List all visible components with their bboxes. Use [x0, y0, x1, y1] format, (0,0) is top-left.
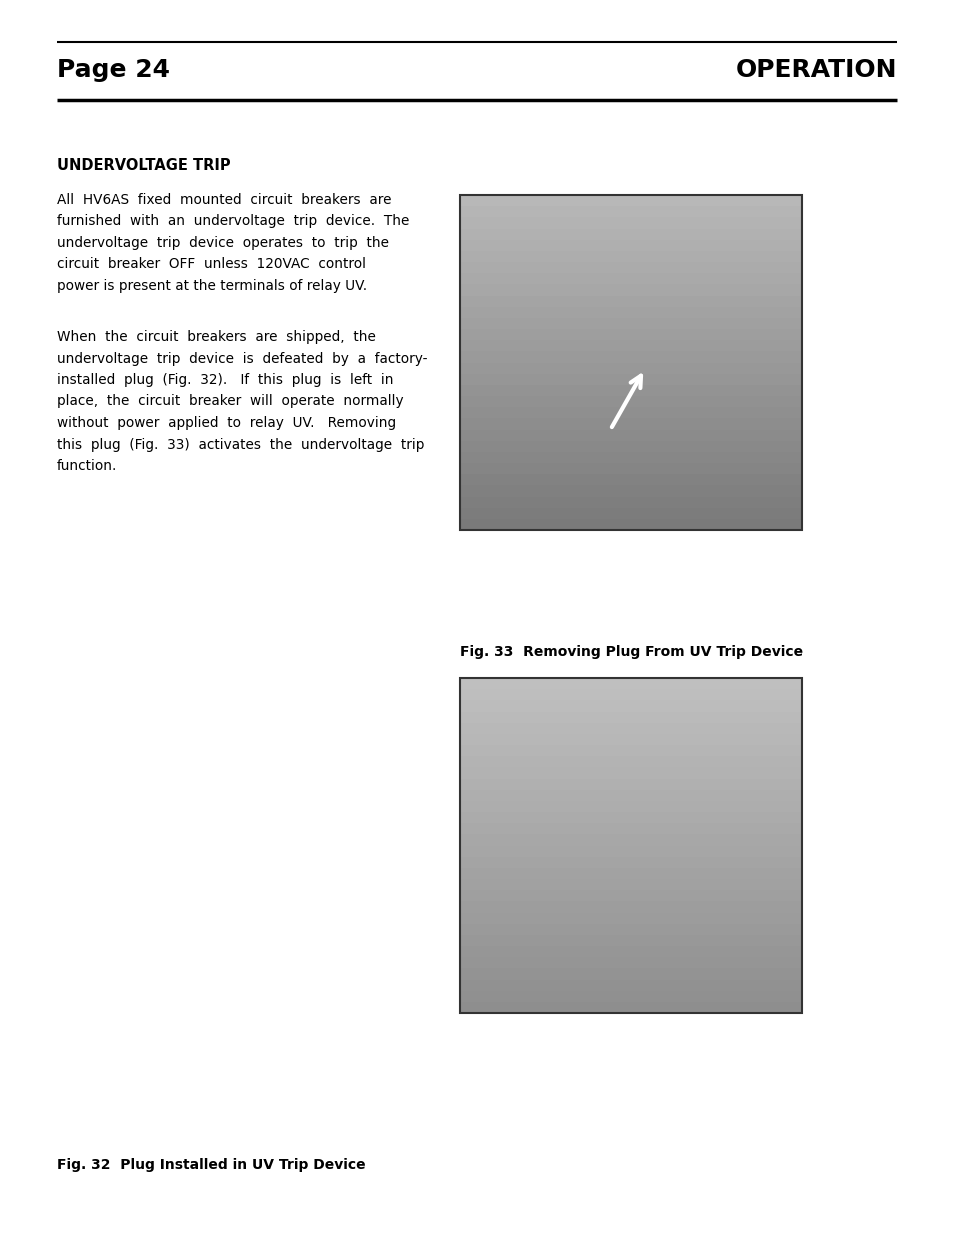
Bar — [459, 902, 801, 914]
Bar — [459, 474, 801, 487]
Bar — [459, 329, 801, 341]
Bar — [459, 935, 801, 947]
Bar — [459, 722, 801, 735]
Bar — [459, 306, 801, 319]
Text: place,  the  circuit  breaker  will  operate  normally: place, the circuit breaker will operate … — [57, 394, 403, 409]
Bar — [459, 857, 801, 869]
Text: Fig. 32  Plug Installed in UV Trip Device: Fig. 32 Plug Installed in UV Trip Device — [57, 1158, 365, 1172]
Bar — [459, 924, 801, 936]
Bar — [459, 508, 801, 520]
Text: OPERATION: OPERATION — [735, 58, 896, 82]
Bar — [459, 990, 801, 1003]
Bar — [459, 396, 801, 408]
Bar — [459, 767, 801, 779]
Bar — [459, 846, 801, 857]
Bar — [459, 519, 801, 531]
Text: undervoltage  trip  device  is  defeated  by  a  factory-: undervoltage trip device is defeated by … — [57, 352, 427, 366]
Bar — [459, 251, 801, 263]
Bar — [459, 363, 801, 374]
Text: All  HV6AS  fixed  mounted  circuit  breakers  are: All HV6AS fixed mounted circuit breakers… — [57, 193, 391, 207]
Bar — [459, 441, 801, 453]
Bar — [459, 890, 801, 903]
Bar — [459, 485, 801, 498]
Text: undervoltage  trip  device  operates  to  trip  the: undervoltage trip device operates to tri… — [57, 236, 389, 249]
Bar — [459, 317, 801, 330]
Text: When  the  circuit  breakers  are  shipped,  the: When the circuit breakers are shipped, t… — [57, 330, 375, 345]
Bar — [459, 385, 801, 396]
Bar — [459, 284, 801, 296]
Bar — [459, 756, 801, 768]
Bar — [459, 868, 801, 881]
Text: furnished  with  an  undervoltage  trip  device.  The: furnished with an undervoltage trip devi… — [57, 215, 409, 228]
Text: this  plug  (Fig.  33)  activates  the  undervoltage  trip: this plug (Fig. 33) activates the underv… — [57, 437, 424, 452]
Bar — [459, 778, 801, 790]
Text: UNDERVOLTAGE TRIP: UNDERVOLTAGE TRIP — [57, 158, 231, 173]
Bar — [459, 351, 801, 363]
Bar — [459, 340, 801, 352]
Bar — [459, 228, 801, 241]
Text: power is present at the terminals of relay UV.: power is present at the terminals of rel… — [57, 279, 367, 293]
Text: circuit  breaker  OFF  unless  120VAC  control: circuit breaker OFF unless 120VAC contro… — [57, 258, 366, 272]
Bar — [459, 273, 801, 285]
Bar — [459, 374, 801, 385]
Bar — [459, 824, 801, 835]
Text: installed  plug  (Fig.  32).   If  this  plug  is  left  in: installed plug (Fig. 32). If this plug i… — [57, 373, 393, 387]
Bar — [459, 419, 801, 431]
Text: without  power  applied  to  relay  UV.   Removing: without power applied to relay UV. Remov… — [57, 416, 395, 430]
Bar — [459, 913, 801, 925]
Text: Page 24: Page 24 — [57, 58, 170, 82]
Bar — [459, 452, 801, 464]
Bar — [459, 1002, 801, 1014]
Bar — [459, 689, 801, 701]
Bar — [459, 700, 801, 713]
Bar — [459, 957, 801, 969]
Bar — [459, 295, 801, 308]
Bar — [459, 968, 801, 981]
Bar — [459, 811, 801, 824]
Bar — [459, 195, 801, 207]
Bar — [459, 195, 801, 530]
Bar — [459, 678, 801, 1013]
Bar — [459, 678, 801, 690]
Bar — [459, 240, 801, 252]
Bar — [459, 946, 801, 958]
Bar — [459, 262, 801, 274]
Text: function.: function. — [57, 459, 117, 473]
Bar — [459, 408, 801, 420]
Bar — [459, 711, 801, 724]
Bar — [459, 496, 801, 509]
Bar — [459, 206, 801, 219]
Bar — [459, 879, 801, 892]
Text: Fig. 33  Removing Plug From UV Trip Device: Fig. 33 Removing Plug From UV Trip Devic… — [459, 645, 802, 659]
Bar — [459, 835, 801, 846]
Bar — [459, 979, 801, 992]
Bar — [459, 463, 801, 475]
Bar — [459, 430, 801, 442]
Bar — [459, 789, 801, 802]
Bar — [459, 734, 801, 746]
Bar — [459, 800, 801, 813]
Bar — [459, 745, 801, 757]
Bar — [459, 217, 801, 230]
